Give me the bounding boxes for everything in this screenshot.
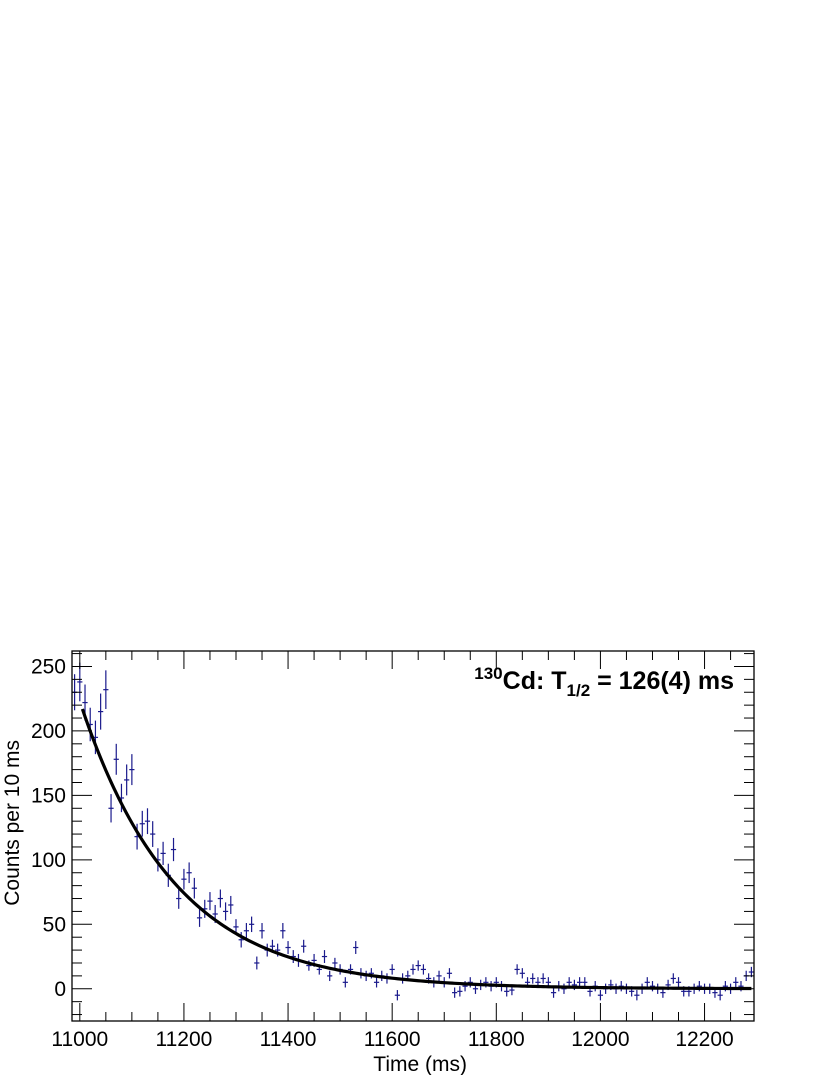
- data-point: [353, 941, 359, 954]
- data-point: [670, 973, 676, 984]
- data-point: [243, 923, 250, 939]
- data-point: [597, 990, 604, 1001]
- annotation-value: = 126(4) ms: [590, 667, 734, 695]
- data-point: [160, 841, 166, 866]
- data-point: [176, 888, 182, 909]
- data-point: [144, 808, 151, 835]
- x-tick-label: 11200: [156, 1028, 213, 1051]
- plot-frame: [71, 650, 755, 1022]
- y-tick-label: 150: [31, 784, 66, 807]
- x-tick-label: 11000: [51, 1028, 108, 1051]
- data-point: [644, 977, 650, 988]
- data-point: [181, 868, 187, 890]
- annotation-subscript: 1/2: [567, 681, 591, 700]
- data-point: [150, 821, 156, 847]
- data-point: [618, 981, 624, 992]
- data-point: [129, 754, 135, 786]
- x-axis-label: Time (ms): [373, 1053, 467, 1075]
- data-point: [457, 986, 463, 997]
- y-tick-label: 0: [54, 978, 66, 1001]
- data-point: [415, 960, 421, 971]
- data-point: [228, 895, 234, 914]
- data-point: [103, 670, 109, 710]
- data-point: [675, 977, 682, 988]
- annotation-element: Cd: T: [503, 667, 567, 695]
- data-point: [342, 977, 348, 988]
- data-point: [452, 987, 458, 998]
- data-point: [191, 877, 197, 899]
- data-point: [222, 902, 229, 921]
- data-point: [249, 916, 255, 933]
- y-tick-label: 200: [31, 720, 66, 743]
- data-point: [540, 973, 546, 984]
- data-point: [436, 970, 442, 982]
- data-point: [550, 987, 557, 998]
- data-point: [254, 956, 260, 970]
- data-point: [332, 957, 338, 969]
- data-point: [285, 941, 291, 954]
- x-tick-label: 12000: [571, 1028, 629, 1051]
- data-point: [420, 964, 427, 975]
- y-axis-label: Counts per 10 ms: [1, 740, 24, 906]
- x-tick-label: 11600: [364, 1028, 421, 1051]
- x-tick-label: 11800: [468, 1028, 525, 1051]
- data-point: [196, 908, 203, 927]
- data-point: [733, 977, 739, 988]
- data-point: [649, 981, 656, 992]
- y-tick-label: 50: [43, 913, 66, 936]
- data-point: [410, 964, 416, 975]
- y-tick-label: 100: [31, 849, 66, 872]
- annotation-mass-number: 130: [474, 664, 502, 683]
- data-layer: [72, 662, 754, 1001]
- data-point: [373, 977, 380, 988]
- half-life-annotation: 130Cd: T1/2 = 126(4) ms: [474, 664, 734, 700]
- data-point: [519, 968, 525, 979]
- data-point: [582, 977, 588, 988]
- data-point: [139, 810, 145, 837]
- y-tick-label: 250: [31, 655, 66, 678]
- data-point: [446, 968, 453, 979]
- data-point: [327, 970, 333, 982]
- data-point: [77, 662, 83, 702]
- data-point: [634, 990, 640, 1001]
- data-point: [321, 950, 328, 963]
- data-point: [530, 973, 536, 984]
- data-point: [389, 964, 395, 975]
- data-point: [514, 964, 520, 975]
- data-point: [259, 923, 265, 939]
- data-point: [504, 986, 510, 997]
- data-point: [124, 764, 130, 796]
- data-point: [186, 862, 192, 884]
- y-axis: 0 50 100 150 200 250: [31, 653, 754, 1016]
- x-tick-label: 12200: [675, 1028, 733, 1051]
- data-point: [280, 923, 286, 939]
- x-tick-label: 11400: [260, 1028, 317, 1051]
- fit-curve: [80, 708, 752, 991]
- x-axis: 11000 11200 11400 11600 11800 12000 12200: [51, 651, 734, 1051]
- data-point: [301, 939, 307, 953]
- data-point: [561, 983, 567, 994]
- data-point: [98, 693, 104, 730]
- data-point: [170, 837, 177, 862]
- data-point: [394, 990, 400, 1001]
- data-point: [717, 990, 723, 1001]
- data-point: [217, 889, 223, 908]
- data-point: [108, 794, 114, 823]
- data-point: [238, 932, 244, 948]
- data-point: [207, 892, 213, 911]
- data-point: [113, 743, 119, 775]
- data-point: [467, 977, 473, 988]
